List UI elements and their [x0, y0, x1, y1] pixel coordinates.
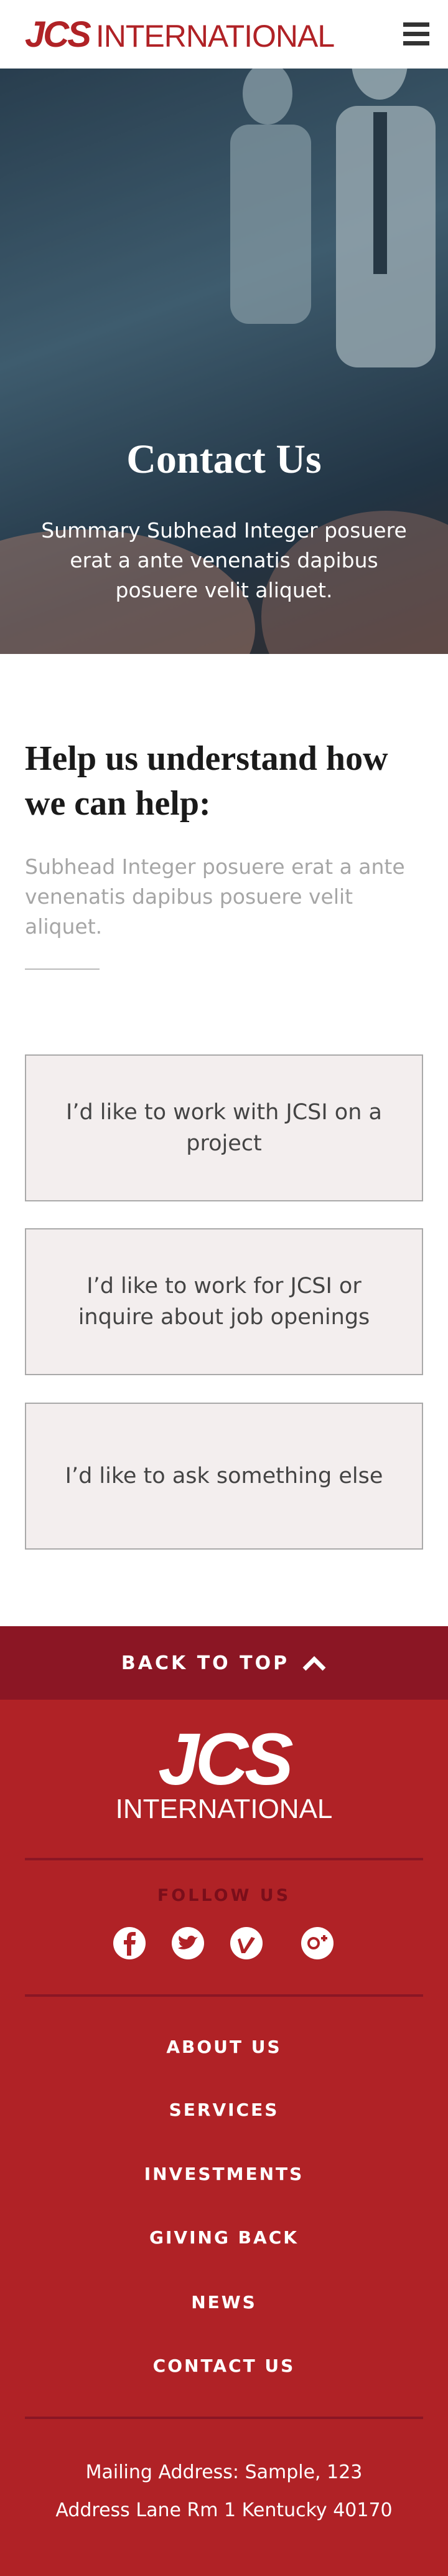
google-plus-icon[interactable] [301, 1927, 334, 1959]
vimeo-icon[interactable] [230, 1927, 263, 1959]
logo[interactable]: JCS INTERNATIONAL [25, 14, 335, 55]
option-button[interactable]: I’d like to ask something else [25, 1403, 423, 1550]
option-button[interactable]: I’d like to work with JCSI on a project [25, 1054, 423, 1201]
footer-divider [25, 1994, 423, 1997]
follow-us: FOLLOW US [157, 1886, 291, 1905]
social-icons [113, 1927, 334, 1959]
hero-image [0, 69, 448, 654]
footer-logo[interactable]: JCS INTERNATIONAL [0, 1718, 448, 1825]
intro-subtitle: Subhead Integer posuere erat a ante vene… [25, 855, 405, 939]
hero-title: Contact Us [126, 437, 322, 482]
logo-mark: JCS [25, 14, 91, 55]
menu-icon[interactable] [403, 22, 429, 46]
footer-logo-mark: JCS [158, 1718, 294, 1801]
nav-link[interactable]: CONTACT US [152, 2356, 296, 2376]
address-line: Mailing Address: Sample, 123 [85, 2461, 363, 2483]
logo-text: INTERNATIONAL [95, 19, 335, 54]
facebook-icon[interactable] [113, 1927, 146, 1959]
nav-link[interactable]: ABOUT US [166, 2037, 282, 2057]
back-to-top-text: BACK TO TOP [121, 1652, 290, 1674]
footer-logo-text: INTERNATIONAL [115, 1794, 333, 1824]
footer-divider [25, 2417, 423, 2419]
nav-link[interactable]: GIVING BACK [149, 2227, 299, 2248]
footer [0, 1700, 448, 2576]
address-line: Address Lane Rm 1 Kentucky 40170 [55, 2499, 393, 2521]
header: JCS INTERNATIONAL [0, 0, 448, 69]
nav-link[interactable]: INVESTMENTS [144, 2164, 304, 2184]
divider [25, 968, 100, 970]
nav-link[interactable]: SERVICES [169, 2100, 279, 2120]
twitter-icon[interactable] [172, 1927, 204, 1959]
option-button[interactable]: I’d like to work for JCSI or inquire abo… [25, 1228, 423, 1375]
hero-subtitle: Summary Subhead Integer posuere erat a a… [41, 518, 407, 602]
hero: Contact Us Summary Subhead Integer posue… [0, 69, 448, 654]
footer-divider [25, 1858, 423, 1860]
intro-title: Help us understand how we can help: [25, 739, 388, 823]
nav-link[interactable]: NEWS [191, 2292, 257, 2313]
back-to-top[interactable]: BACK TO TOP [0, 1626, 448, 1700]
up-arrow [302, 1656, 326, 1671]
